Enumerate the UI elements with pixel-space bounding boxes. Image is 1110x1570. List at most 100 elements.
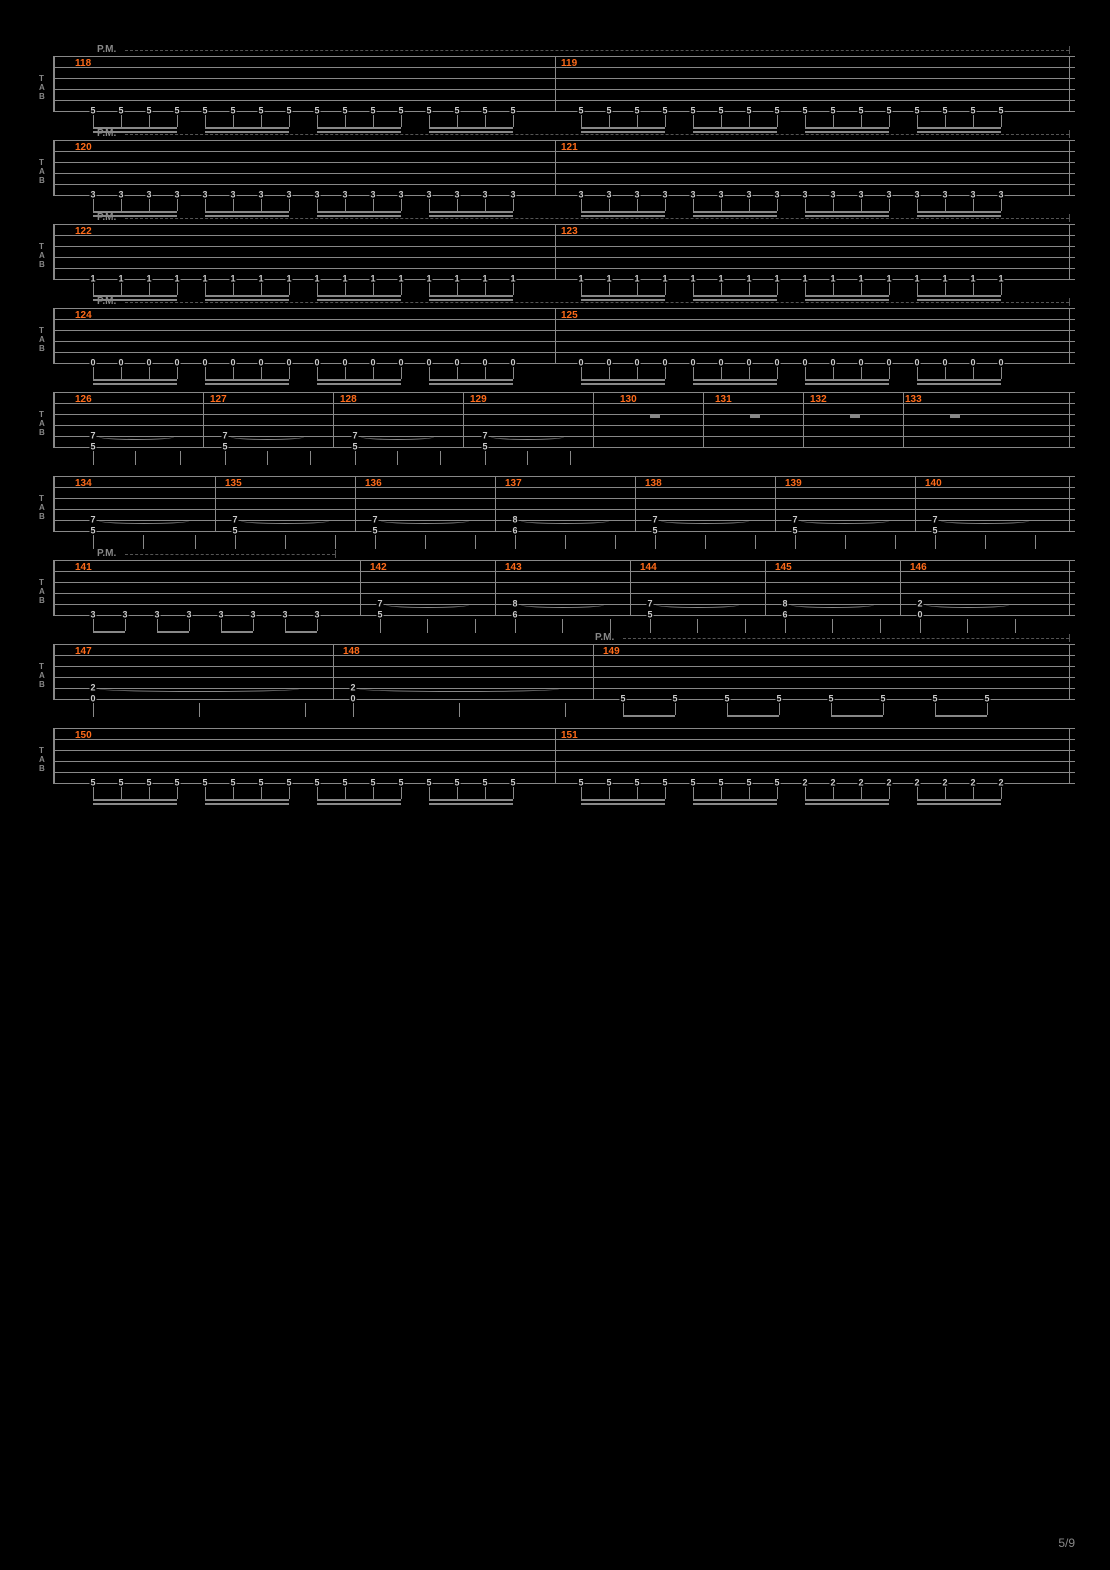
- bar-line: [1069, 560, 1070, 615]
- note-stem: [755, 535, 756, 549]
- tab-system: P.M.122123TAB111111111111111111111111111…: [35, 224, 1075, 280]
- note-stem: [335, 535, 336, 549]
- beam-group: [581, 283, 665, 303]
- tab-system: 126127128129130131132133TAB75757575: [35, 392, 1075, 448]
- tab-system: 150151TAB5555555555555555555555552222222…: [35, 728, 1075, 784]
- staff-line: [53, 487, 1075, 488]
- page-number: 5/9: [1058, 1536, 1075, 1550]
- beam-group: [317, 367, 401, 387]
- tab-system: P.M.118119TAB555555555555555555555555555…: [35, 56, 1075, 112]
- bar-line: [333, 392, 334, 447]
- beam-group: [581, 115, 665, 135]
- tab-staff: TAB55555555555555555555555555555555: [35, 56, 1075, 112]
- note-stem: [427, 619, 428, 633]
- tab-staff: TAB75757586757575: [35, 476, 1075, 532]
- beam-group: [429, 787, 513, 807]
- note-stem: [920, 619, 921, 633]
- tie-arc: [491, 434, 564, 440]
- beam-group: [805, 115, 889, 135]
- tab-staff: TAB55555555555555555555555522222222: [35, 728, 1075, 784]
- staff-line: [53, 403, 1075, 404]
- note-stem: [475, 535, 476, 549]
- staff-line: [53, 140, 1075, 141]
- tie-arc: [241, 518, 329, 524]
- tab-system: P.M.147148149TAB202055555555: [35, 644, 1075, 700]
- fret-number: 7: [646, 600, 653, 609]
- palm-mute-extent: [125, 50, 1069, 51]
- whole-rest: [750, 414, 760, 418]
- beam-group: [917, 787, 1001, 807]
- bar-line: [630, 560, 631, 615]
- beam-group: [205, 787, 289, 807]
- beam-group: [693, 199, 777, 219]
- bar-line: [915, 476, 916, 531]
- note-stem: [397, 451, 398, 465]
- staff-line: [53, 308, 1075, 309]
- fret-number: 2: [349, 684, 356, 693]
- tie-arc: [359, 686, 559, 692]
- bar-line: [1069, 56, 1070, 111]
- staff-line: [53, 750, 1075, 751]
- tab-system: P.M.141142143144145146TAB333333337586758…: [35, 560, 1075, 616]
- palm-mute-extent: [125, 554, 335, 555]
- staff-line: [53, 772, 1075, 773]
- staff-line: [53, 677, 1075, 678]
- fret-number: 8: [511, 600, 518, 609]
- note-stem: [475, 619, 476, 633]
- bar-line: [555, 224, 556, 279]
- tab-clef-label: TAB: [39, 578, 45, 605]
- note-stem: [655, 535, 656, 549]
- staff-line: [53, 655, 1075, 656]
- tab-system: P.M.120121TAB333333333333333333333333333…: [35, 140, 1075, 196]
- beam-group: [93, 787, 177, 807]
- tie-arc: [381, 518, 469, 524]
- note-stem: [143, 535, 144, 549]
- note-stem: [785, 619, 786, 633]
- tab-staff: TAB333333337586758620: [35, 560, 1075, 616]
- staff-line: [53, 739, 1075, 740]
- fret-number: 7: [231, 516, 238, 525]
- staff-line: [53, 257, 1075, 258]
- note-stem: [895, 535, 896, 549]
- bar-line: [53, 560, 55, 615]
- staff-line: [53, 666, 1075, 667]
- bar-line: [635, 476, 636, 531]
- beam-group: [805, 787, 889, 807]
- note-stem: [880, 619, 881, 633]
- note-stem: [967, 619, 968, 633]
- note-stem: [985, 535, 986, 549]
- palm-mute-end: [1069, 46, 1070, 54]
- bar-line: [703, 392, 704, 447]
- beam-group: [917, 367, 1001, 387]
- note-stem: [93, 535, 94, 549]
- note-stem: [305, 703, 306, 717]
- beam-group: [429, 199, 513, 219]
- staff-line: [53, 644, 1075, 645]
- note-stem: [565, 703, 566, 717]
- note-stem: [310, 451, 311, 465]
- bar-line: [360, 560, 361, 615]
- tab-system: P.M.124125TAB000000000000000000000000000…: [35, 308, 1075, 364]
- staff-line: [53, 162, 1075, 163]
- note-stem: [935, 535, 936, 549]
- beam-group: [935, 703, 987, 723]
- note-stem: [225, 451, 226, 465]
- beam-group: [205, 199, 289, 219]
- note-stem: [832, 619, 833, 633]
- note-stem: [355, 451, 356, 465]
- beam-group: [693, 787, 777, 807]
- bar-line: [495, 476, 496, 531]
- bar-line: [555, 140, 556, 195]
- palm-mute-end: [1069, 634, 1070, 642]
- beam-group: [317, 787, 401, 807]
- note-stem: [199, 703, 200, 717]
- tie-arc: [926, 602, 1009, 608]
- staff-line: [53, 67, 1075, 68]
- tie-arc: [361, 434, 434, 440]
- bar-line: [903, 392, 904, 447]
- palm-mute-extent: [623, 638, 1069, 639]
- staff-line: [53, 224, 1075, 225]
- note-stem: [795, 535, 796, 549]
- beam-group: [917, 199, 1001, 219]
- bar-line: [495, 560, 496, 615]
